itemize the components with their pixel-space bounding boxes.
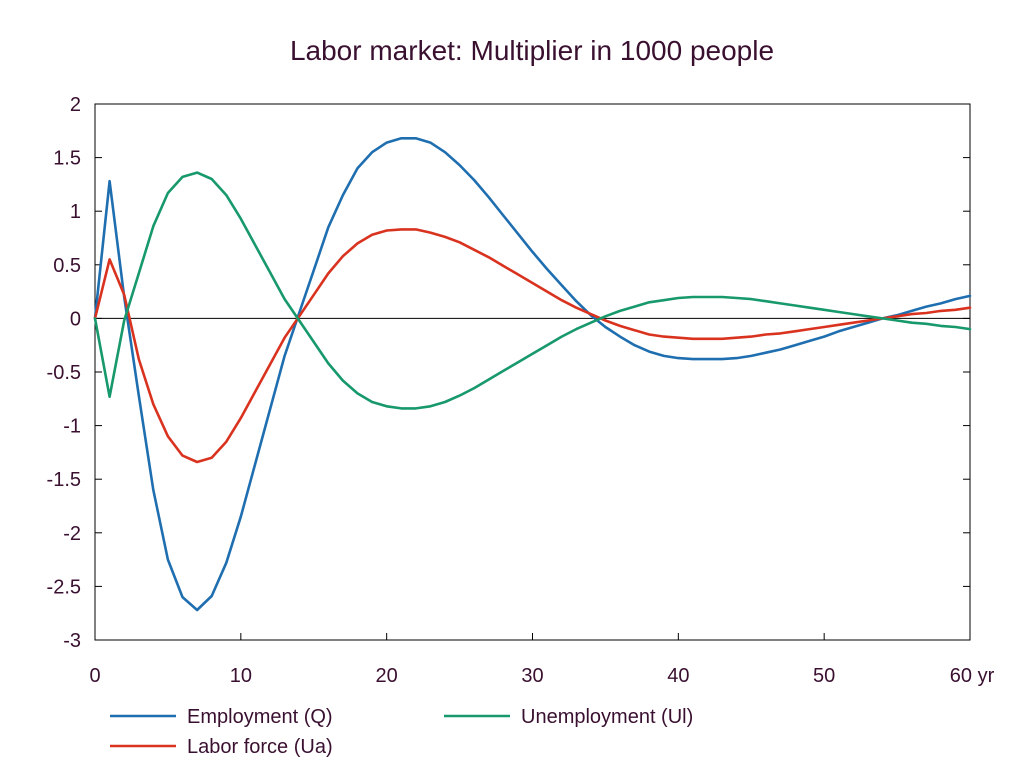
y-tick-label: -1	[63, 416, 81, 438]
legend: Employment (Q) Labor force (Ua) Unemployme…	[110, 706, 693, 758]
y-tick-label: 0.5	[53, 255, 81, 277]
y-tick-label: -3	[63, 630, 81, 652]
y-axis: 2 1.5 1 0.5 0 -0.5 -1 -1.5 -2 -2.5 -3	[47, 94, 970, 652]
x-tick-label: 10	[230, 665, 252, 687]
legend-label: Labor force (Ua)	[187, 736, 333, 758]
series-lines	[93, 137, 972, 612]
x-tick-label: 40	[667, 665, 689, 687]
y-tick-label: 1	[70, 201, 81, 223]
y-tick-label: 0	[70, 308, 81, 330]
y-tick-label: -2	[63, 523, 81, 545]
y-tick-label: -2.5	[47, 576, 81, 598]
series-line-2	[93, 228, 972, 464]
x-tick-label: 30	[521, 665, 543, 687]
x-tick-label: 20	[376, 665, 398, 687]
series-line-3	[93, 171, 972, 410]
x-axis: 0 10 20 30 40 50 60 yr	[89, 633, 995, 687]
x-tick-label: 60 yr	[950, 665, 995, 687]
y-tick-label: 2	[70, 94, 81, 116]
y-tick-label: -0.5	[47, 362, 81, 384]
legend-label: Employment (Q)	[187, 706, 333, 728]
y-tick-label: 1.5	[53, 148, 81, 170]
x-tick-label: 50	[813, 665, 835, 687]
chart-title: Labor market: Multiplier in 1000 people	[290, 35, 774, 66]
y-tick-label: -1.5	[47, 469, 81, 491]
series-line-1	[93, 137, 972, 612]
x-tick-label: 0	[89, 665, 100, 687]
legend-label: Unemployment (Ul)	[521, 706, 693, 728]
